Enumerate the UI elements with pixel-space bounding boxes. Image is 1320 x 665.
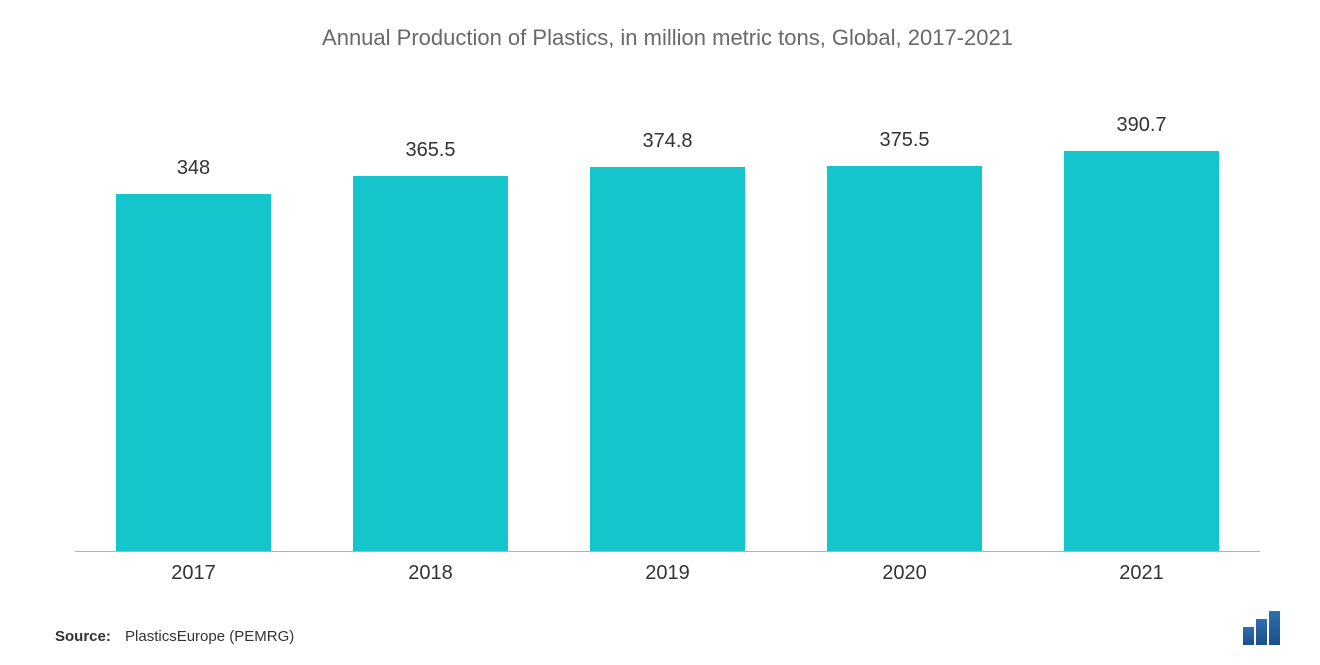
bar-col-1: 365.5 bbox=[312, 101, 549, 551]
bar-value-label: 390.7 bbox=[1116, 114, 1166, 137]
bar-col-0: 348 bbox=[75, 101, 312, 551]
bar-col-3: 375.5 bbox=[786, 101, 1023, 551]
bar-col-2: 374.8 bbox=[549, 101, 786, 551]
bar-2018 bbox=[353, 176, 508, 551]
brand-logo-icon bbox=[1243, 611, 1280, 645]
source-label: Source: bbox=[55, 628, 111, 645]
bar-value-label: 374.8 bbox=[642, 130, 692, 153]
chart-container: Annual Production of Plastics, in millio… bbox=[0, 0, 1320, 665]
x-label: 2020 bbox=[786, 562, 1023, 585]
x-label: 2021 bbox=[1023, 562, 1260, 585]
bar-value-label: 348 bbox=[177, 157, 210, 180]
x-label: 2019 bbox=[549, 562, 786, 585]
x-label: 2017 bbox=[75, 562, 312, 585]
x-label: 2018 bbox=[312, 562, 549, 585]
source-citation: Source: PlasticsEurope (PEMRG) bbox=[55, 628, 294, 645]
bar-2019 bbox=[590, 167, 745, 551]
chart-footer: Source: PlasticsEurope (PEMRG) bbox=[55, 611, 1280, 645]
bar-2021 bbox=[1064, 151, 1219, 551]
chart-title: Annual Production of Plastics, in millio… bbox=[55, 25, 1280, 51]
bar-2017 bbox=[116, 194, 271, 551]
source-text: PlasticsEurope (PEMRG) bbox=[125, 628, 294, 645]
bar-2020 bbox=[827, 166, 982, 551]
plot-area: 348 365.5 374.8 375.5 390.7 bbox=[55, 101, 1280, 551]
bar-value-label: 375.5 bbox=[879, 129, 929, 152]
x-axis-labels: 2017 2018 2019 2020 2021 bbox=[55, 552, 1280, 585]
bar-col-4: 390.7 bbox=[1023, 101, 1260, 551]
bar-value-label: 365.5 bbox=[405, 139, 455, 162]
